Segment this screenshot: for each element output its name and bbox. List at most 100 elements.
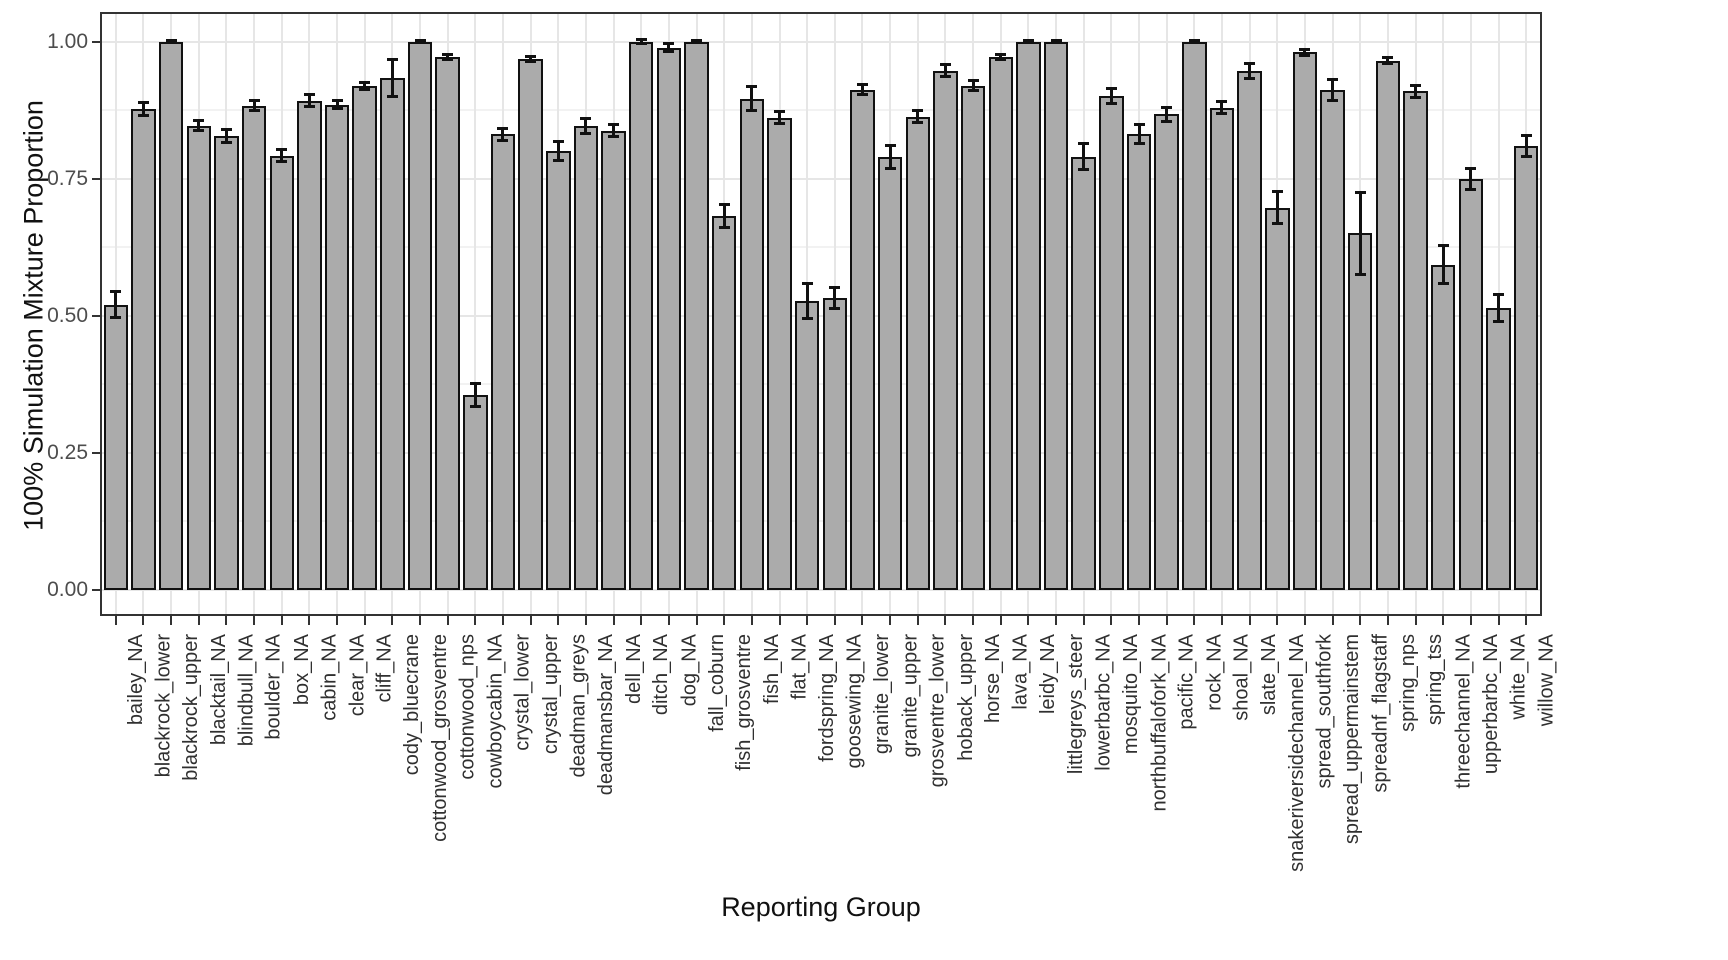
error-bar-cap (1216, 100, 1228, 104)
x-tick-mark (363, 616, 366, 625)
error-bar-cap (856, 83, 868, 87)
x-tick-mark (1414, 616, 1417, 625)
plot-panel (100, 12, 1542, 616)
x-tick-mark (1027, 616, 1030, 625)
error-bar-cap (110, 316, 122, 320)
error-bar (1275, 191, 1279, 225)
error-bar-cap (1299, 54, 1311, 58)
error-bar-cap (1022, 40, 1034, 44)
x-tick-mark (695, 616, 698, 625)
error-bar (943, 63, 947, 78)
major-gridline (102, 40, 1540, 43)
x-tick-label: littlegreys_steer (1065, 634, 1088, 775)
error-bar (114, 291, 118, 319)
error-bar-cap (303, 93, 315, 97)
x-tick-mark (1303, 616, 1306, 625)
error-bar-cap (1465, 167, 1477, 171)
bar (158, 41, 184, 590)
x-tick-mark (916, 616, 919, 625)
error-bar-cap (1465, 188, 1477, 192)
x-tick-label: leidy_NA (1037, 634, 1060, 715)
error-bar-cap (193, 129, 205, 133)
error-bar-cap (1437, 243, 1449, 247)
error-bar (307, 94, 311, 108)
bar (1237, 71, 1262, 590)
x-tick-label: flat_NA (788, 634, 811, 700)
bar (794, 300, 820, 590)
x-tick-label: cowboycabin_NA (484, 634, 507, 789)
x-tick-label: fish_NA (760, 634, 783, 705)
x-tick-mark (1442, 616, 1445, 625)
x-tick-label: spread_uppermainstem (1341, 634, 1364, 845)
error-bar-cap (1520, 133, 1532, 137)
error-bar (888, 145, 892, 170)
x-tick-label: dog_NA (677, 634, 700, 707)
x-tick-mark (972, 616, 975, 625)
error-bar-cap (1244, 77, 1256, 81)
error-bar (805, 282, 809, 320)
error-bar (722, 203, 726, 228)
error-bar (833, 287, 837, 310)
x-tick-label: horse_NA (982, 634, 1005, 723)
x-tick-label: dell_NA (622, 634, 645, 705)
error-bar-cap (1327, 98, 1339, 102)
error-bar-cap (1078, 168, 1090, 172)
error-bar-cap (1437, 282, 1449, 286)
bar (380, 78, 405, 590)
bar (767, 117, 792, 590)
x-tick-label: spread_southfork (1313, 634, 1336, 789)
x-tick-label: slate_NA (1258, 634, 1281, 716)
bar (1458, 179, 1484, 590)
bar (214, 135, 239, 590)
y-tick-mark (92, 40, 100, 43)
vertical-gridline (474, 14, 477, 614)
error-bar-cap (1188, 40, 1200, 44)
bar (269, 155, 294, 590)
error-bar-cap (1271, 222, 1283, 226)
x-tick-mark (1165, 616, 1168, 625)
error-bar (1165, 107, 1169, 122)
x-tick-label: cody_bluecrane (401, 634, 424, 776)
x-tick-mark (501, 616, 504, 625)
error-bar-cap (1105, 86, 1117, 90)
error-bar-cap (110, 290, 122, 294)
y-tick-mark (92, 589, 100, 591)
bar (850, 89, 875, 590)
error-bar-cap (1133, 123, 1145, 127)
bar (1292, 52, 1318, 590)
x-tick-mark (336, 616, 339, 625)
x-tick-mark (114, 616, 117, 625)
error-bar (1248, 62, 1252, 80)
error-bar-cap (939, 75, 951, 79)
error-bar-cap (165, 40, 177, 44)
error-bar-cap (663, 42, 675, 46)
error-bar (778, 111, 782, 125)
x-tick-mark (861, 616, 864, 625)
error-bar (556, 141, 560, 162)
error-bar-cap (1050, 40, 1062, 44)
error-bar-cap (995, 58, 1007, 62)
x-tick-mark (612, 616, 615, 625)
bar (1154, 114, 1179, 590)
x-tick-label: threechannel_NA (1452, 634, 1475, 789)
error-bar (501, 127, 505, 141)
bar (739, 98, 765, 590)
bar (1513, 145, 1539, 590)
major-gridline (102, 589, 1540, 591)
x-tick-label: lowerbarbc_NA (1092, 634, 1115, 771)
x-tick-mark (584, 616, 587, 625)
error-bar-cap (912, 121, 924, 125)
error-bar (999, 53, 1003, 61)
bar (601, 130, 626, 590)
error-bar (1331, 78, 1335, 101)
bar (297, 100, 322, 590)
bar (656, 47, 682, 590)
bar (905, 116, 930, 590)
x-tick-label: white_NA (1507, 634, 1530, 720)
error-bar-cap (829, 286, 841, 290)
minor-gridline (102, 520, 1540, 523)
bar (1126, 134, 1152, 590)
x-tick-mark (1193, 616, 1196, 625)
error-bar (390, 59, 394, 98)
error-bar-cap (442, 57, 454, 61)
